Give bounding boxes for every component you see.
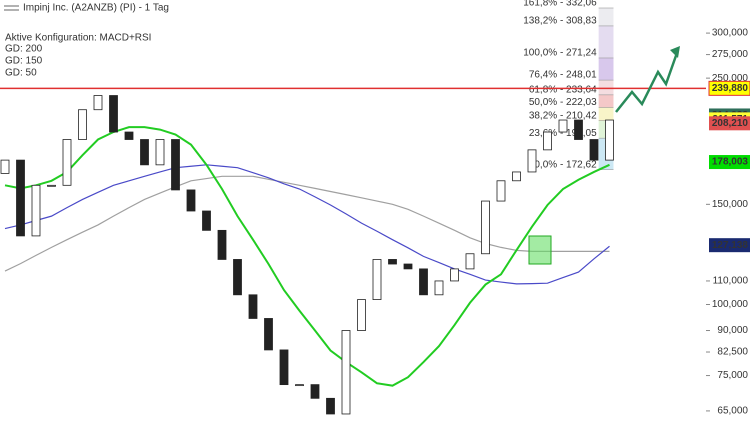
candle-body bbox=[31, 184, 41, 237]
candle-body bbox=[202, 210, 211, 231]
candle-body bbox=[605, 119, 614, 161]
candle-body bbox=[527, 149, 537, 173]
legend-entry: GD: 50 bbox=[5, 68, 37, 79]
candle-body bbox=[388, 259, 397, 265]
candle-body bbox=[341, 330, 351, 415]
candle-body bbox=[419, 268, 428, 296]
price-badge-label: 178,003 bbox=[712, 157, 749, 168]
candle-body bbox=[0, 159, 10, 174]
candle-body bbox=[295, 384, 304, 387]
candle-body bbox=[217, 229, 227, 260]
price-badge bbox=[709, 116, 750, 131]
price-badge-label: 208,210 bbox=[712, 118, 749, 129]
fib-label: 50,0% - 222,03 bbox=[529, 97, 597, 108]
candle-body bbox=[372, 259, 382, 301]
price-badge-label: 239,880 bbox=[712, 83, 749, 94]
candle-body bbox=[109, 95, 118, 133]
candle-body bbox=[279, 349, 289, 386]
fib-label: 161,8% - 332,06 bbox=[523, 0, 597, 9]
legend-entry: GD: 150 bbox=[5, 56, 43, 67]
price-badge-label: 127,138 bbox=[712, 240, 749, 251]
candle-body bbox=[186, 189, 196, 212]
price-badge bbox=[709, 238, 750, 253]
candle-body bbox=[16, 159, 25, 237]
fib-band bbox=[598, 107, 614, 121]
candle-body bbox=[62, 139, 72, 186]
moving-average bbox=[4, 175, 610, 272]
highlight-box bbox=[528, 235, 552, 265]
y-tick-label: 275,000 bbox=[712, 49, 749, 60]
candle-body bbox=[78, 109, 87, 140]
y-tick-label: 65,000 bbox=[717, 406, 748, 417]
fib-label: 138,2% - 308,83 bbox=[523, 16, 597, 27]
fib-label: 0,0% - 172,62 bbox=[534, 159, 597, 170]
candle-body bbox=[496, 180, 506, 202]
fib-label: 23,6% - 196,05 bbox=[529, 128, 597, 139]
candle-body bbox=[47, 184, 56, 187]
candle-body bbox=[574, 119, 583, 140]
y-tick-label: 82,500 bbox=[717, 347, 748, 358]
y-tick-label: 75,000 bbox=[717, 370, 748, 381]
price-badge bbox=[708, 80, 750, 96]
y-tick-label: 250,000 bbox=[712, 73, 749, 84]
candle-body bbox=[124, 131, 134, 140]
fib-label: 61,8% - 233,64 bbox=[529, 84, 597, 95]
fib-label: 100,0% - 271,24 bbox=[523, 48, 597, 59]
candle-body bbox=[310, 384, 320, 399]
arrow-head bbox=[670, 46, 680, 58]
candle-body bbox=[543, 131, 552, 151]
candle-body bbox=[93, 95, 103, 111]
plot-area: 161,8% - 332,06 138,2% - 308,83 100,0% - 2… bbox=[0, 0, 706, 415]
candle-body bbox=[233, 259, 242, 296]
candle-body bbox=[434, 280, 444, 296]
candle-body bbox=[264, 318, 273, 351]
candle-body bbox=[140, 139, 149, 166]
y-tick-label: 100,000 bbox=[712, 299, 749, 310]
forecast-arrow bbox=[615, 49, 680, 113]
moving-average bbox=[4, 126, 610, 387]
price-badge bbox=[709, 155, 750, 170]
y-tick-label: 110,000 bbox=[713, 276, 749, 287]
candle-body bbox=[403, 263, 413, 270]
fib-label: 38,2% - 210,42 bbox=[529, 110, 597, 121]
fib-band bbox=[598, 57, 614, 81]
candle-body bbox=[357, 299, 366, 331]
y-tick-label: 150,000 bbox=[712, 199, 749, 210]
fib-band bbox=[598, 80, 614, 95]
candle-body bbox=[326, 397, 335, 415]
candle-body bbox=[481, 200, 490, 255]
candle-body bbox=[171, 139, 180, 191]
candle-body bbox=[558, 119, 568, 133]
candle-body bbox=[155, 139, 165, 166]
candle-body bbox=[248, 294, 258, 319]
candle-body bbox=[589, 139, 599, 161]
y-tick-label: 300,000 bbox=[712, 28, 749, 39]
candle-body bbox=[512, 171, 521, 182]
moving-average bbox=[4, 164, 610, 285]
chart-subtitle: Aktive Konfiguration: MACD+RSI bbox=[5, 33, 151, 44]
candle-body bbox=[450, 268, 459, 282]
fib-band bbox=[598, 25, 614, 58]
chart-title: Impinj Inc. (A2ANZB) (PI) - 1 Tag bbox=[23, 3, 169, 14]
fib-band bbox=[598, 8, 614, 26]
y-tick-label: 90,000 bbox=[717, 325, 748, 336]
candle-body bbox=[465, 253, 475, 270]
fib-label: 76,4% - 248,01 bbox=[529, 70, 597, 81]
legend-entry: GD: 200 bbox=[5, 44, 43, 55]
fib-band bbox=[598, 94, 614, 108]
